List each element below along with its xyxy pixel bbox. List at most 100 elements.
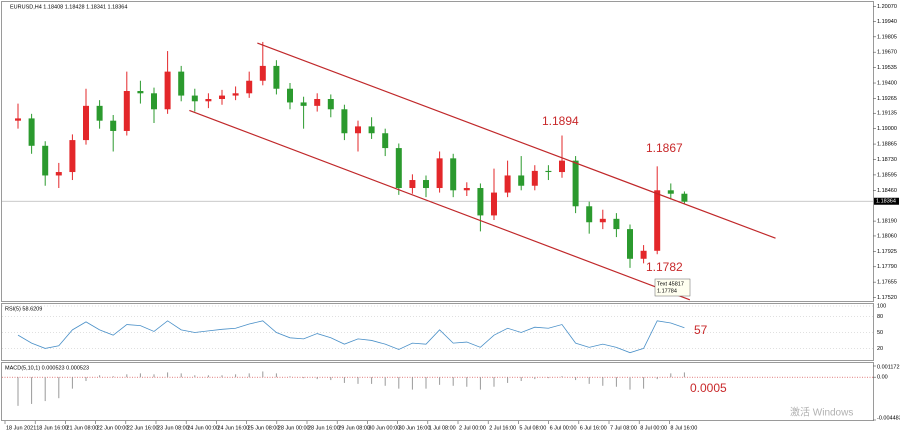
x-tick-label: 28 Jun 16:00 [308,425,340,431]
candle-body [69,140,76,173]
candle-body [83,105,89,141]
candle-body [164,71,171,110]
candle-body [667,190,674,194]
candle-body [341,109,348,134]
price-annotation: 1.1867 [646,141,683,155]
macd-bar [44,377,46,402]
price-annotation: 1.1782 [646,260,683,274]
x-tick-label: 25 Jun 08:00 [248,425,280,431]
candle-body [232,93,239,96]
macd-bar [289,376,291,378]
trendline [189,109,691,301]
candle-body [42,145,49,176]
macd-bar [656,377,658,380]
candle-body [559,160,565,173]
macd-bar [670,373,672,378]
rsi-panel [1,303,874,361]
candle-body [246,80,253,94]
x-tick-label: 23 Jun 08:00 [157,425,189,431]
macd-bar [180,373,182,378]
current-price-box [874,197,899,205]
watermark: 激活 Windows [790,406,853,419]
macd-bar [479,377,481,390]
y-tick-label: 1.19940 [877,19,897,25]
candle-body [123,91,130,131]
candle-body [436,158,443,189]
x-tick-label: 24 Jun 16:00 [217,425,249,431]
rsi-tick-label: 50 [877,330,883,336]
candle-body [205,99,212,102]
x-tick-label: 18 Jun 2021 [6,425,36,431]
macd-tick-label: 0.00 [877,375,888,381]
macd-panel [1,362,874,421]
macd-bar [615,377,617,387]
macd-bar [17,377,19,406]
candle-body [423,180,429,189]
macd-label: MACD(5,10,1) 0.000523 0.000523 [5,365,89,371]
macd-bar [384,377,386,386]
macd-bar [547,377,549,379]
macd-bar [411,377,413,390]
candle-body [191,95,198,102]
macd-bar [207,375,209,378]
rsi-annotation: 57 [694,323,708,337]
x-tick-label: 22 Jun 00:00 [97,425,129,431]
macd-bar [425,377,427,389]
x-tick-label: 29 Jun 08:00 [338,425,370,431]
candle-body [300,102,307,106]
candle-body [681,193,688,202]
macd-bar [221,375,223,378]
macd-bar [275,373,277,378]
tooltip-text: Text 45817 [657,281,684,287]
candle-body [178,71,185,96]
candle-body [15,118,21,121]
macd-bar [85,377,87,382]
macd-bar [235,374,237,378]
rsi-line [17,320,685,354]
rsi-label: RSI(5) 58.6209 [5,306,42,312]
macd-bar [31,377,33,404]
x-tick-label: 21 Jun 08:00 [66,425,98,431]
macd-bar [507,377,509,383]
candle-body [151,93,157,110]
macd-bar [126,374,128,378]
macd-tick-label: -0.004483 [877,415,900,421]
candle-body [518,175,525,186]
candle-body [219,95,225,100]
macd-bar [343,377,345,383]
macd-bar [194,375,196,378]
candle-body [28,118,35,146]
macd-bar [262,371,264,378]
candle-body [382,133,389,149]
y-tick-label: 1.17925 [877,249,897,255]
y-tick-label: 1.19670 [877,50,897,56]
x-tick-label: 2 Jul 00:00 [459,425,486,431]
macd-bar [643,377,645,389]
x-tick-label: 6 Jul 16:00 [580,425,607,431]
candle-body [137,91,144,94]
macd-bar [493,377,495,387]
x-tick-label: 8 Jul 00:00 [640,425,667,431]
macd-bar [452,377,454,386]
macd-bar [316,377,318,380]
candle-body [409,180,416,189]
y-tick-label: 1.19805 [877,34,897,40]
candle-body [640,250,647,259]
price-annotation: 1.1894 [542,114,579,128]
candle-body [572,160,579,207]
candle-body [599,218,606,223]
candle-body [450,158,457,191]
x-tick-label: 5 Jul 08:00 [519,425,546,431]
candle-body [55,172,62,176]
macd-bar [112,376,114,378]
macd-bar [371,377,373,384]
candle-body [613,218,620,230]
macd-bar [439,377,441,385]
macd-annotation: 0.0005 [690,381,727,395]
y-tick-label: 1.18060 [877,233,897,239]
candle-body [314,99,321,106]
x-tick-label: 24 Jun 00:00 [187,425,219,431]
candle-body [531,170,538,186]
x-tick-label: 22 Jun 16:00 [127,425,159,431]
macd-bar [575,377,577,381]
